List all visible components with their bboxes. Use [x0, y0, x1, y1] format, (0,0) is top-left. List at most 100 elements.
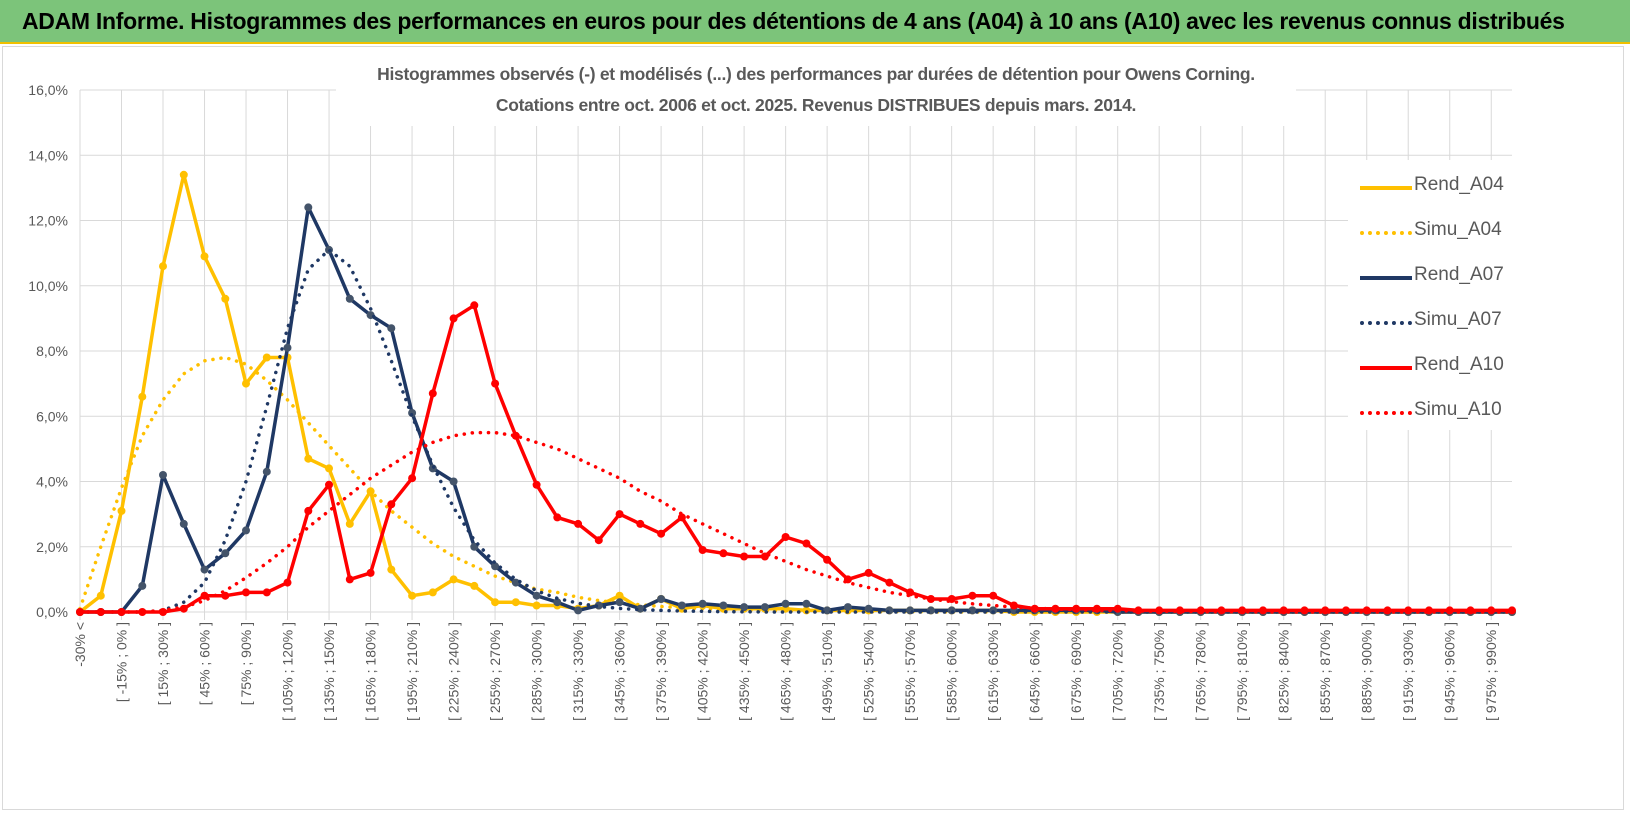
data-point-rend-a10	[532, 480, 541, 489]
y-tick-label: 16,0%	[28, 82, 68, 98]
data-point-rend-a10	[470, 301, 479, 310]
data-point-rend-a07	[698, 599, 707, 608]
data-point-rend-a04	[242, 379, 250, 388]
data-point-rend-a10	[594, 536, 603, 545]
data-point-rend-a07	[283, 343, 292, 352]
data-point-rend-a10	[698, 546, 707, 554]
x-tick-label: [ 45% ; 60% ]	[197, 622, 213, 705]
data-point-rend-a10	[968, 591, 977, 600]
data-point-rend-a10	[242, 588, 250, 597]
x-tick-label: [ 645% ; 660% ]	[1027, 622, 1043, 721]
data-point-rend-a10	[283, 578, 292, 587]
y-tick-label: 10,0%	[28, 278, 68, 294]
data-point-rend-a10	[304, 506, 313, 515]
data-point-rend-a10	[345, 575, 354, 584]
legend-label-simu-a07: Simu_A07	[1414, 309, 1502, 330]
x-tick-label: [ 495% ; 510% ]	[819, 622, 835, 721]
x-tick-label: [ 525% ; 540% ]	[861, 622, 877, 721]
data-point-rend-a04	[325, 464, 333, 473]
x-tick-label: [ 345% ; 360% ]	[612, 622, 628, 721]
x-tick-label: [ -15% ; 0% ]	[114, 622, 130, 702]
series-line-simu-a10	[78, 430, 1514, 614]
y-tick-label: 6,0%	[36, 408, 68, 424]
data-point-rend-a10	[677, 513, 686, 522]
y-tick-label: 4,0%	[36, 474, 68, 490]
legend-item-simu-a10: Simu_A10	[1348, 397, 1538, 427]
data-point-rend-a10	[989, 591, 998, 600]
data-point-rend-a07	[138, 581, 147, 590]
x-tick-label: [ 195% ; 210% ]	[404, 622, 420, 721]
data-point-rend-a10	[657, 529, 666, 538]
chart-title: Histogrammes observés (-) et modélisés (…	[377, 64, 1255, 84]
legend-label-simu-a04: Simu_A04	[1414, 219, 1502, 240]
data-point-rend-a07	[553, 598, 562, 607]
data-point-rend-a04	[345, 519, 354, 528]
x-tick-label: [ 435% ; 450% ]	[736, 622, 752, 721]
data-point-rend-a10	[1134, 606, 1143, 615]
data-point-rend-a04	[408, 591, 417, 600]
data-point-rend-a10	[636, 519, 645, 528]
data-point-rend-a04	[387, 565, 396, 574]
data-point-rend-a04	[179, 170, 188, 179]
legend-swatch-rend-a10	[1360, 366, 1412, 370]
x-tick-label: [ 105% ; 120% ]	[280, 622, 296, 721]
series-line-simu-a07	[78, 248, 1514, 614]
data-point-rend-a10	[511, 431, 520, 440]
data-point-rend-a07	[345, 294, 354, 303]
data-point-rend-a04	[491, 598, 500, 607]
data-point-rend-a10	[740, 552, 749, 561]
data-point-rend-a04	[200, 252, 209, 261]
x-tick-label: [ 585% ; 600% ]	[944, 622, 960, 721]
data-point-rend-a07	[615, 598, 624, 607]
x-tick-label: [ 315% ; 330% ]	[570, 622, 586, 721]
x-tick-label: [ 765% ; 780% ]	[1193, 622, 1209, 721]
data-point-rend-a10	[864, 568, 873, 577]
data-point-rend-a10	[760, 552, 769, 561]
data-point-rend-a10	[96, 608, 105, 616]
x-tick-label: [ 255% ; 270% ]	[487, 622, 503, 721]
data-point-rend-a07	[740, 603, 749, 612]
x-tick-label: [ 615% ; 630% ]	[985, 622, 1001, 721]
data-point-rend-a07	[200, 565, 209, 574]
data-point-rend-a07	[532, 591, 541, 600]
data-point-rend-a04	[532, 601, 541, 610]
legend-label-simu-a10: Simu_A10	[1414, 399, 1502, 420]
x-tick-label: [ 795% ; 810% ]	[1234, 622, 1250, 721]
data-point-rend-a07	[636, 604, 645, 613]
x-tick-label: [ 15% ; 30% ]	[155, 622, 171, 705]
chart-frame	[2, 46, 1624, 810]
data-point-rend-a04	[96, 591, 105, 600]
data-point-rend-a04	[470, 581, 479, 590]
x-tick-label: [ 465% ; 480% ]	[778, 622, 794, 721]
chart-title-box: Histogrammes observés (-) et modélisés (…	[336, 62, 1296, 126]
x-tick-label: [ 705% ; 720% ]	[1110, 622, 1126, 721]
x-tick-label: [ 75% ; 90% ]	[238, 622, 254, 705]
data-point-rend-a07	[159, 471, 167, 479]
x-tick-label: [ 555% ; 570% ]	[902, 622, 918, 721]
x-tick-label: [ 135% ; 150% ]	[321, 622, 337, 721]
x-tick-label: [ 225% ; 240% ]	[446, 622, 462, 721]
data-point-rend-a07	[719, 601, 728, 610]
data-point-rend-a07	[843, 603, 852, 612]
data-point-rend-a10	[138, 608, 147, 616]
data-point-rend-a10	[719, 549, 728, 558]
legend-swatch-rend-a07	[1360, 276, 1412, 280]
x-tick-label: [ 885% ; 900% ]	[1359, 622, 1375, 721]
x-tick-label: [ 945% ; 960% ]	[1442, 622, 1458, 721]
x-tick-label: [ 375% ; 390% ]	[653, 622, 669, 721]
x-tick-label: [ 675% ; 690% ]	[1068, 622, 1084, 721]
data-point-rend-a10	[1466, 606, 1475, 615]
legend-label-rend-a10: Rend_A10	[1414, 354, 1504, 375]
y-tick-label: 8,0%	[36, 343, 68, 359]
data-point-rend-a07	[179, 519, 188, 528]
legend-swatch-simu-a04	[1360, 231, 1412, 235]
data-point-rend-a04	[366, 487, 375, 496]
data-point-rend-a10	[574, 519, 583, 528]
data-point-rend-a10	[781, 533, 790, 541]
legend-swatch-simu-a10	[1360, 411, 1412, 415]
data-point-rend-a10	[408, 474, 417, 483]
data-point-rend-a10	[387, 500, 396, 509]
data-point-rend-a07	[760, 603, 769, 612]
data-point-rend-a07	[242, 526, 250, 535]
data-point-rend-a07	[221, 549, 230, 558]
